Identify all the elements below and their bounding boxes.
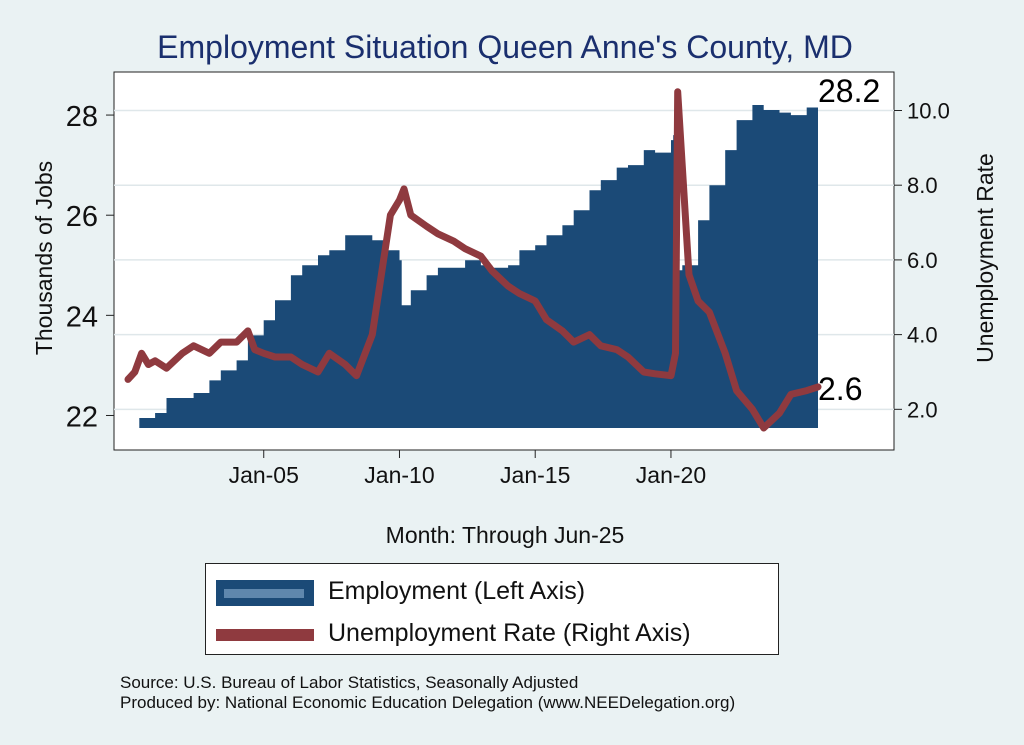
y-right-tick-label: 4.0 — [907, 323, 938, 348]
legend: Employment (Left Axis) Unemployment Rate… — [205, 563, 779, 655]
y-left-tick-label: 22 — [66, 401, 98, 433]
chart-title: Employment Situation Queen Anne's County… — [157, 29, 853, 65]
y-left-tick-label: 26 — [66, 201, 98, 233]
legend-label-employment: Employment (Left Axis) — [328, 577, 586, 605]
legend-label-unemployment: Unemployment Rate (Right Axis) — [328, 619, 691, 647]
unemployment-line-layer — [124, 88, 822, 432]
y-left-tick-label: 28 — [66, 101, 98, 133]
employment-end-label: 28.2 — [818, 73, 880, 109]
x-tick-label: Jan-20 — [636, 462, 706, 488]
x-tick-label: Jan-05 — [229, 462, 299, 488]
axes: 22 24 26 28 2.0 4.0 6.0 8.0 10.0 Jan-05 Jan-10 Jan-… — [66, 98, 950, 488]
employment-swatch — [216, 580, 314, 606]
producer-line: Produced by: National Economic Education… — [120, 693, 736, 712]
source-line: Source: U.S. Bureau of Labor Statistics,… — [120, 673, 579, 692]
y-right-tick-label: 2.0 — [907, 397, 938, 422]
employment-area — [128, 105, 818, 428]
y-right-tick-label: 8.0 — [907, 173, 938, 198]
unemployment-line — [124, 88, 822, 432]
y-axis-right-label: Unemployment Rate — [972, 153, 998, 363]
employment-area-layer — [128, 105, 818, 428]
y-right-tick-label: 10.0 — [907, 98, 950, 123]
legend-item-employment: Employment (Left Axis) — [206, 572, 778, 612]
x-tick-label: Jan-15 — [500, 462, 570, 488]
unemployment-swatch — [216, 629, 314, 641]
source-note: Source: U.S. Bureau of Labor Statistics,… — [120, 673, 735, 713]
legend-item-unemployment: Unemployment Rate (Right Axis) — [206, 614, 778, 654]
unemployment-end-label: 2.6 — [818, 371, 862, 407]
y-right-tick-label: 6.0 — [907, 248, 938, 273]
y-left-tick-label: 24 — [66, 301, 98, 333]
y-axis-left-label: Thousands of Jobs — [31, 161, 57, 355]
x-axis-label: Month: Through Jun-25 — [386, 522, 625, 548]
x-tick-label: Jan-10 — [364, 462, 434, 488]
